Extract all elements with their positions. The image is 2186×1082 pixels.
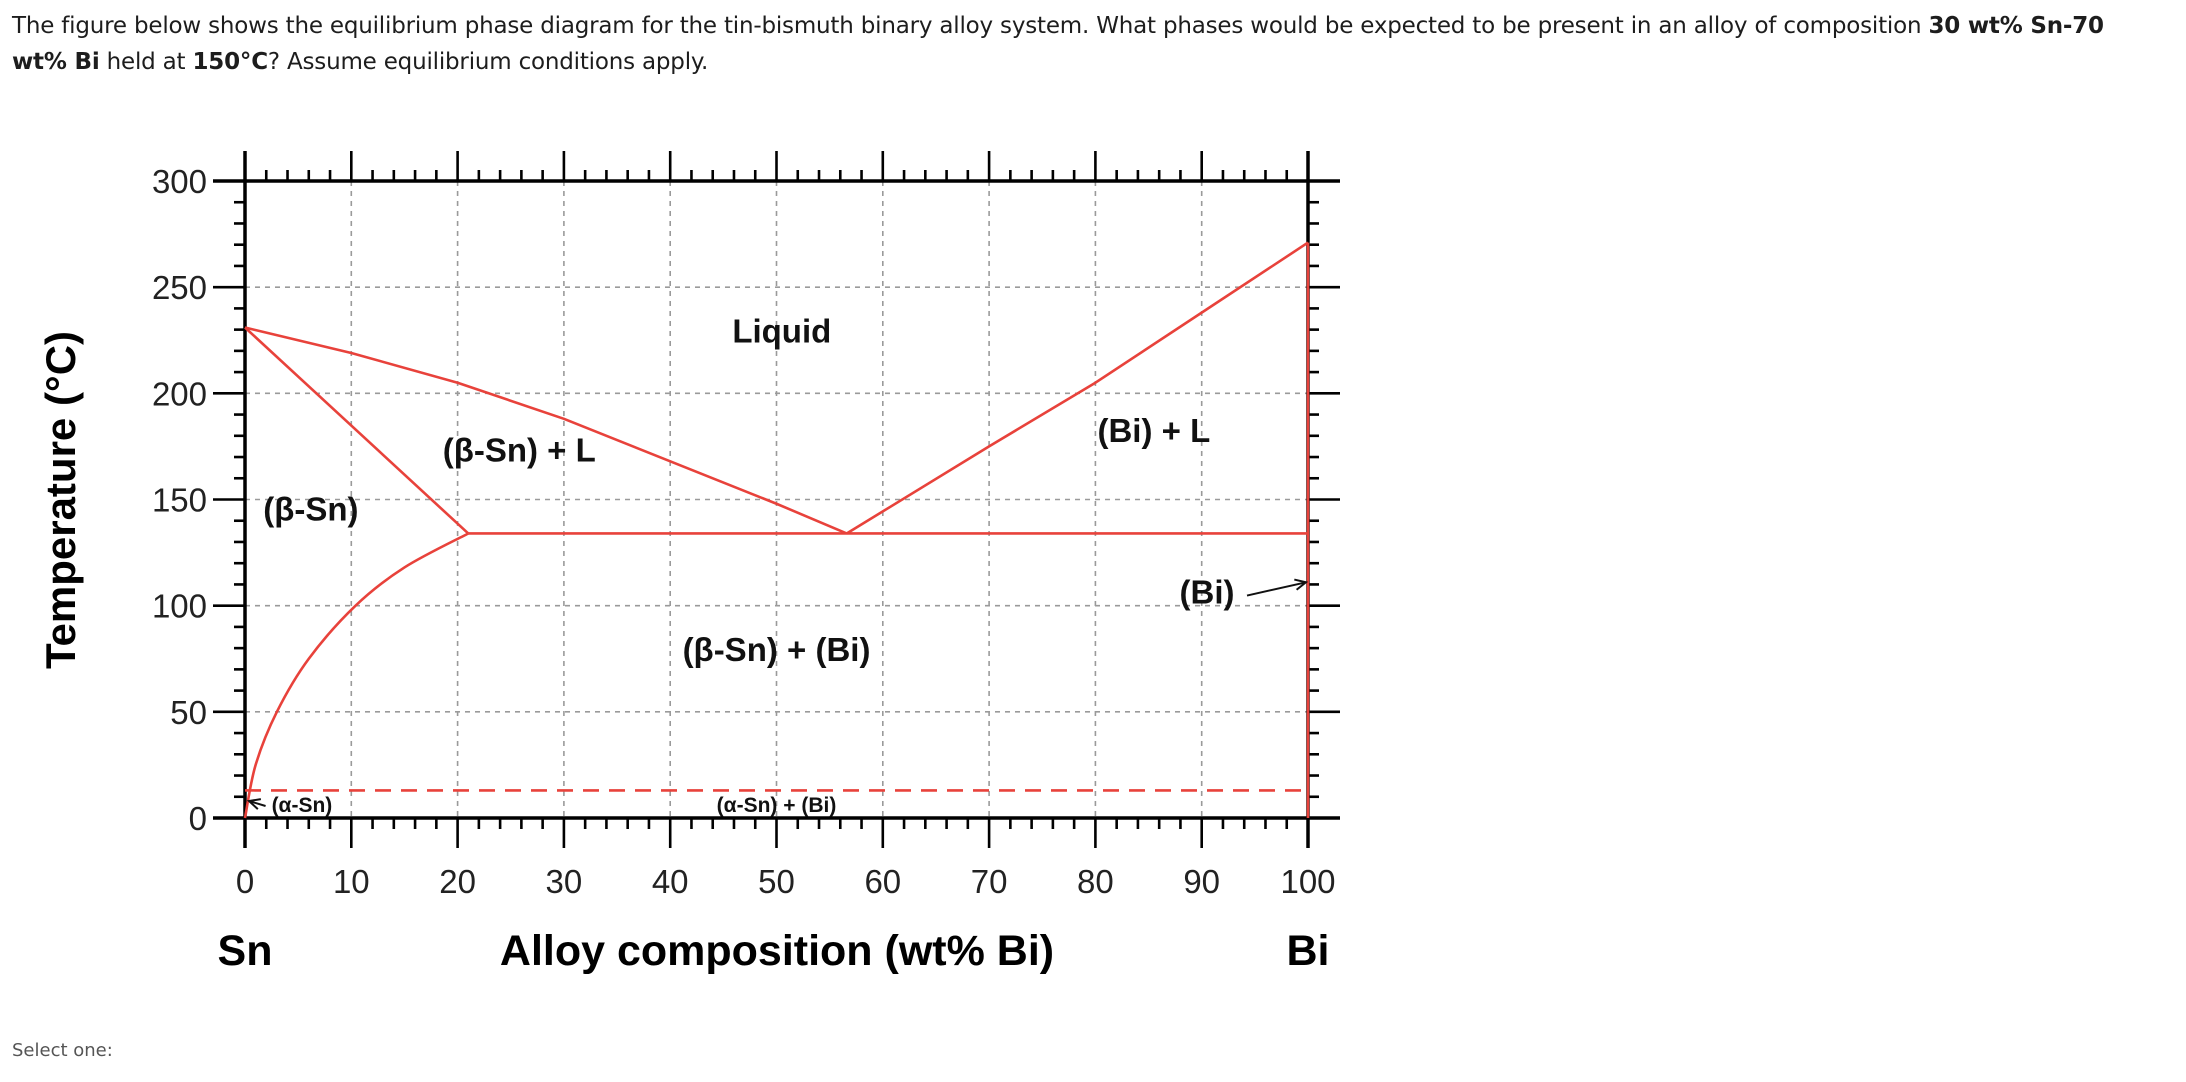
region-labels: Liquid (β-Sn) + L (Bi) + L (β-Sn) (β-Sn) + (… (246, 312, 1309, 817)
y-tick-label: 0 (189, 800, 207, 837)
arrow-head-icon (1294, 578, 1309, 591)
y-tick-label: 250 (152, 269, 207, 306)
x-tick-label: 0 (236, 863, 254, 900)
y-axis-label: Temperature (°C) (37, 331, 84, 669)
question-text: The figure below shows the equilibrium p… (12, 8, 2162, 80)
x-tick-label: 30 (546, 863, 583, 900)
arrow-head-icon (246, 798, 262, 810)
y-tick-label: 200 (152, 375, 207, 412)
x-end-label-bi: Bi (1287, 927, 1330, 975)
y-tick-label: 300 (152, 163, 207, 200)
grid-lines (245, 181, 1308, 818)
y-tick-label: 50 (170, 694, 207, 731)
phase-diagram: 0 10 20 30 40 50 60 70 80 90 100 0 50 100 150 200 250 300… (37, 151, 1340, 975)
phase-boundary-line (244, 326, 470, 535)
region-label: (Bi) + L (1097, 412, 1210, 449)
question-composition: 30 wt% Sn-70 wt% Bi (12, 13, 2104, 75)
region-label: Liquid (732, 312, 831, 349)
question-part1: The figure below shows the equilibrium p… (12, 13, 1929, 39)
region-label: (Bi) (1180, 574, 1235, 611)
x-tick-label: 60 (864, 863, 901, 900)
region-label: (α-Sn) + (Bi) (717, 794, 837, 817)
question-temperature: 150°C (192, 49, 268, 75)
x-tick-label: 50 (758, 863, 795, 900)
region-label: (β-Sn) + (Bi) (683, 631, 871, 668)
x-tick-label: 80 (1077, 863, 1114, 900)
x-tick-label: 20 (439, 863, 476, 900)
x-tick-label: 70 (971, 863, 1008, 900)
y-tick-label: 150 (152, 482, 207, 519)
phase-boundary-line (244, 326, 848, 535)
x-tick-label: 40 (652, 863, 689, 900)
region-label: (β-Sn) + L (443, 431, 596, 468)
phase-boundary-line (243, 532, 469, 819)
phase-boundaries (243, 241, 1310, 819)
x-end-label-sn: Sn (218, 927, 273, 975)
x-tick-label: 90 (1183, 863, 1220, 900)
x-tick-label: 10 (333, 863, 370, 900)
label-arrow (1246, 581, 1307, 597)
x-tick-label: 100 (1280, 863, 1335, 900)
question-part3: ? Assume equilibrium conditions apply. (267, 49, 709, 75)
phase-boundary-line (845, 241, 1309, 535)
label-arrow (248, 800, 266, 807)
region-label: (β-Sn) (263, 491, 358, 528)
x-axis-label: Alloy composition (wt% Bi) (500, 927, 1054, 975)
y-tick-label: 100 (152, 588, 207, 625)
question-part2: held at (99, 49, 193, 75)
select-one-prompt: Select one: (12, 1040, 113, 1061)
region-label: (α-Sn) (272, 794, 333, 817)
